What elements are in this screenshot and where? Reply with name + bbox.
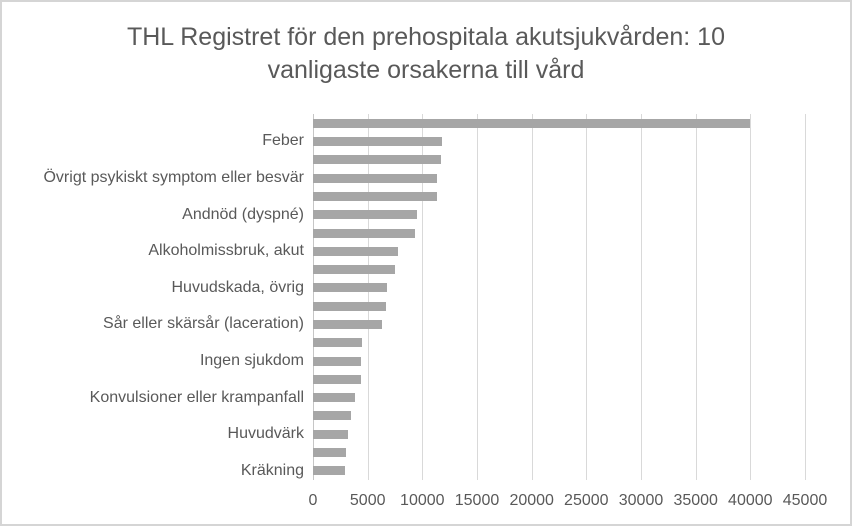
category-label: Huvudvärk <box>227 425 304 443</box>
bar <box>313 320 382 329</box>
category-label: Huvudskada, övrig <box>171 278 304 296</box>
bar <box>313 173 437 183</box>
bar <box>313 429 348 439</box>
x-tick-label: 10000 <box>400 492 445 509</box>
x-tick-label: 40000 <box>728 492 773 509</box>
gridline <box>805 114 806 480</box>
x-tick-label: 45000 <box>782 492 828 509</box>
plot-area <box>313 114 806 480</box>
gridline <box>477 114 478 480</box>
category-label: Övrigt psykiskt symptom eller besvär <box>43 168 304 186</box>
gridline <box>422 114 424 480</box>
axis-line <box>313 114 314 480</box>
gridline <box>531 114 533 480</box>
category-label: Konvulsioner eller krampanfall <box>89 388 304 406</box>
bar <box>313 228 416 238</box>
bar <box>313 338 363 348</box>
chart-title-line: THL Registret för den prehospitala akuts… <box>126 23 725 51</box>
gridline <box>695 114 697 480</box>
bar <box>313 137 442 146</box>
category-label: Sår eller skärsår (laceration) <box>103 315 304 333</box>
bar <box>313 191 437 201</box>
x-tick-label: 25000 <box>564 492 609 509</box>
bar <box>313 301 386 311</box>
bar <box>313 210 418 220</box>
category-label: Ingen sjukdom <box>199 351 304 369</box>
x-tick-label: 20000 <box>509 492 554 509</box>
chart-title: THL Registret för den prehospitala akuts… <box>2 21 850 87</box>
bar <box>313 393 355 403</box>
bar <box>313 246 399 256</box>
x-tick-label: 30000 <box>618 492 664 509</box>
category-label: Alkoholmissbruk, akut <box>148 242 304 260</box>
category-label: Feber <box>262 132 304 150</box>
chart-title-line: vanligaste orsakerna till vård <box>267 56 585 84</box>
bar <box>313 466 345 476</box>
bar <box>313 411 351 421</box>
x-tick-label: 35000 <box>673 492 718 509</box>
bar <box>313 118 751 128</box>
bar <box>313 283 387 293</box>
gridline <box>750 114 752 480</box>
gridline <box>367 114 369 480</box>
category-label: Kräkning <box>240 461 304 479</box>
x-tick-label: 0 <box>308 492 318 509</box>
gridline <box>586 114 588 480</box>
x-tick-label: 5000 <box>349 492 386 509</box>
bar <box>313 448 347 458</box>
bar <box>313 155 441 165</box>
category-label: Andnöd (dyspné) <box>182 205 304 223</box>
bar <box>313 356 362 366</box>
x-tick-label: 15000 <box>454 492 500 509</box>
bar <box>313 265 395 275</box>
bar <box>313 374 361 384</box>
gridline <box>641 114 642 480</box>
